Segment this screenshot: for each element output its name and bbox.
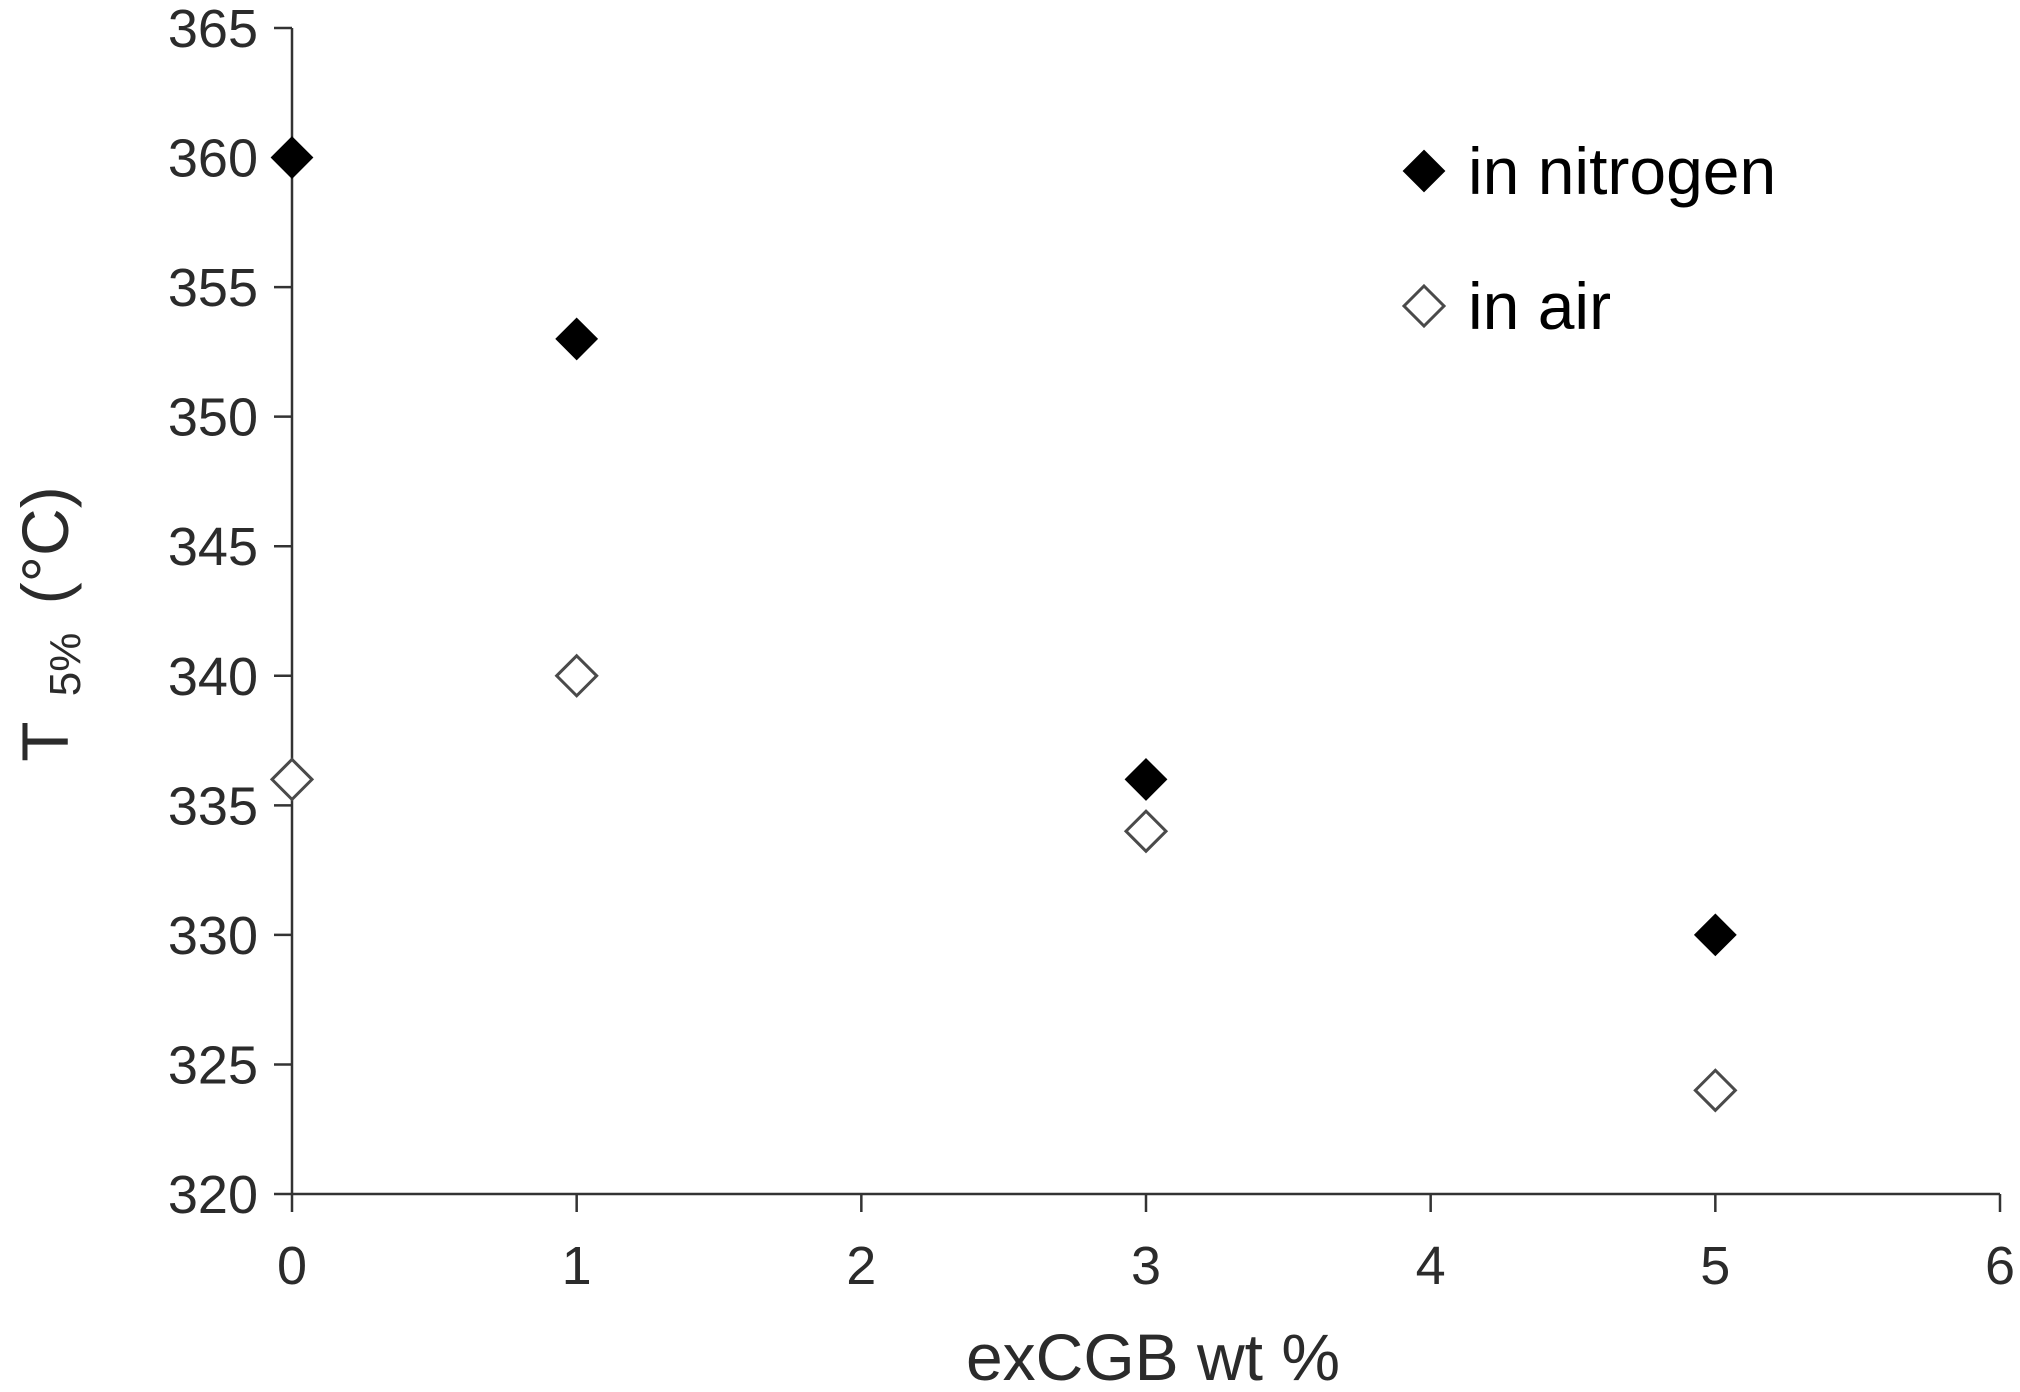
x-axis-title: exCGB wt % bbox=[966, 1320, 1340, 1392]
x-tick-label: 4 bbox=[1416, 1236, 1446, 1296]
series-in-air bbox=[269, 653, 1738, 1113]
y-tick-label: 345 bbox=[168, 517, 258, 577]
y-axis-title-subscript: 5% bbox=[41, 633, 90, 697]
series-in-nitrogen bbox=[270, 136, 1737, 957]
x-tick-label: 3 bbox=[1131, 1236, 1161, 1296]
y-tick-label: 335 bbox=[168, 776, 258, 836]
data-point-marker bbox=[269, 757, 315, 802]
data-markers bbox=[269, 136, 1738, 1113]
x-tick-label: 0 bbox=[277, 1236, 307, 1296]
legend-label: in nitrogen bbox=[1468, 134, 1776, 208]
data-point-marker bbox=[1693, 1068, 1738, 1113]
data-point-marker bbox=[555, 317, 599, 361]
y-tick-label: 360 bbox=[168, 129, 258, 189]
x-tick-label: 1 bbox=[562, 1236, 592, 1296]
data-point-marker bbox=[1124, 758, 1168, 801]
data-point-marker bbox=[1693, 913, 1737, 957]
y-tick-label: 330 bbox=[168, 906, 258, 966]
legend-item: in nitrogen bbox=[1402, 134, 1776, 208]
legend-item: in air bbox=[1401, 269, 1611, 343]
axes bbox=[274, 26, 2002, 1212]
y-axis-title-unit: (°C) bbox=[8, 486, 82, 604]
legend-marker bbox=[1401, 283, 1447, 329]
y-tick-label: 355 bbox=[168, 258, 258, 318]
y-tick-label: 365 bbox=[168, 0, 258, 59]
data-point-marker bbox=[1123, 809, 1169, 854]
y-axis-title: T 5% (°C) bbox=[8, 486, 94, 761]
x-tick-label: 5 bbox=[1700, 1236, 1730, 1296]
y-tick-label: 325 bbox=[168, 1035, 258, 1095]
legend-marker bbox=[1402, 149, 1446, 193]
y-tick-label: 350 bbox=[168, 388, 258, 448]
y-tick-label: 340 bbox=[168, 647, 258, 707]
y-axis-title-main: T bbox=[8, 723, 82, 762]
data-point-marker bbox=[554, 653, 599, 698]
legend-label: in air bbox=[1468, 269, 1611, 343]
legend: in nitrogen in air bbox=[1401, 134, 1776, 343]
x-tick-label: 2 bbox=[846, 1236, 876, 1296]
x-tick-label: 6 bbox=[1985, 1236, 2015, 1296]
y-tick-label: 320 bbox=[168, 1165, 258, 1225]
data-point-marker bbox=[270, 136, 314, 179]
